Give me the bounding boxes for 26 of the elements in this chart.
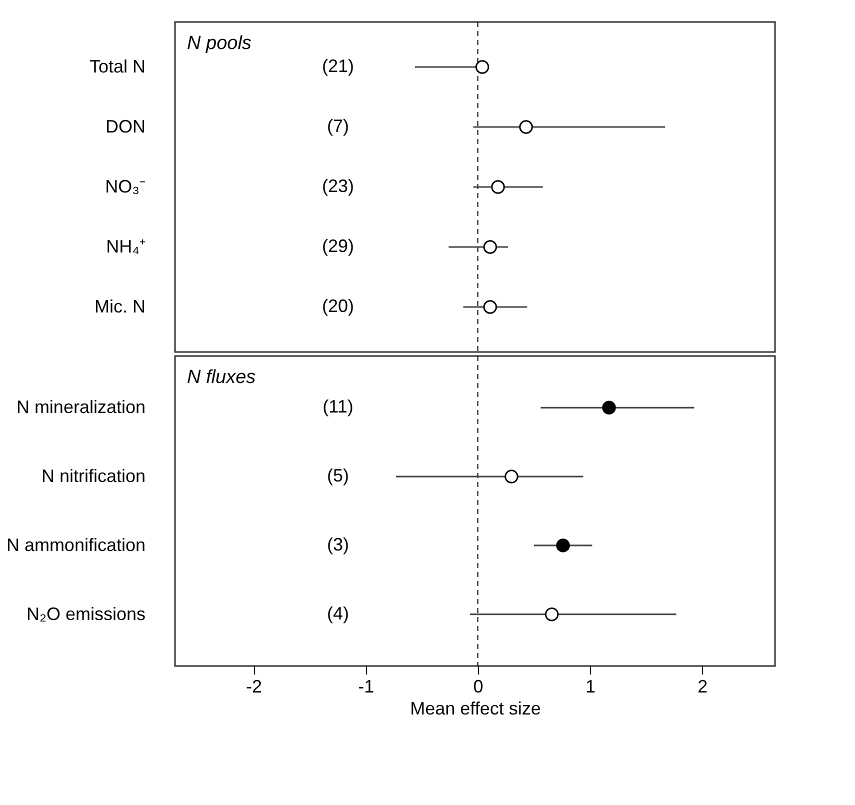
y-tick-label: Total N xyxy=(89,56,146,76)
annotation: (4) xyxy=(327,603,349,624)
annotation: (21) xyxy=(322,56,354,76)
annotation: (29) xyxy=(322,236,354,256)
annotation: (11) xyxy=(322,396,354,417)
y-tick-label: DON xyxy=(106,116,146,136)
y-tick-label: NH₄⁺ xyxy=(106,236,146,256)
x-tick-label: 0 xyxy=(473,676,484,696)
y-tick-label: NO₃⁻ xyxy=(105,176,146,196)
y-tick-label: Mic. N xyxy=(94,296,146,316)
y-tick-label: N mineralization xyxy=(16,397,146,418)
x-axis-title: Mean effect size xyxy=(410,698,541,718)
x-tick-label: 1 xyxy=(585,676,596,696)
y-tick-label: N ammonification xyxy=(6,534,146,555)
annotation: (7) xyxy=(327,116,349,136)
x-tick-label: -2 xyxy=(246,676,262,696)
text: N pools xyxy=(187,33,252,54)
x-tick-label: -1 xyxy=(358,676,374,696)
annotation: (3) xyxy=(327,534,349,554)
annotation: (5) xyxy=(327,466,349,486)
text: N fluxes xyxy=(187,367,256,388)
y-tick-label: N nitrification xyxy=(41,466,146,486)
annotation: (23) xyxy=(322,176,354,196)
y-tick-label: N₂O emissions xyxy=(26,604,146,624)
x-tick-label: 2 xyxy=(698,676,708,696)
annotation: (20) xyxy=(322,296,354,316)
